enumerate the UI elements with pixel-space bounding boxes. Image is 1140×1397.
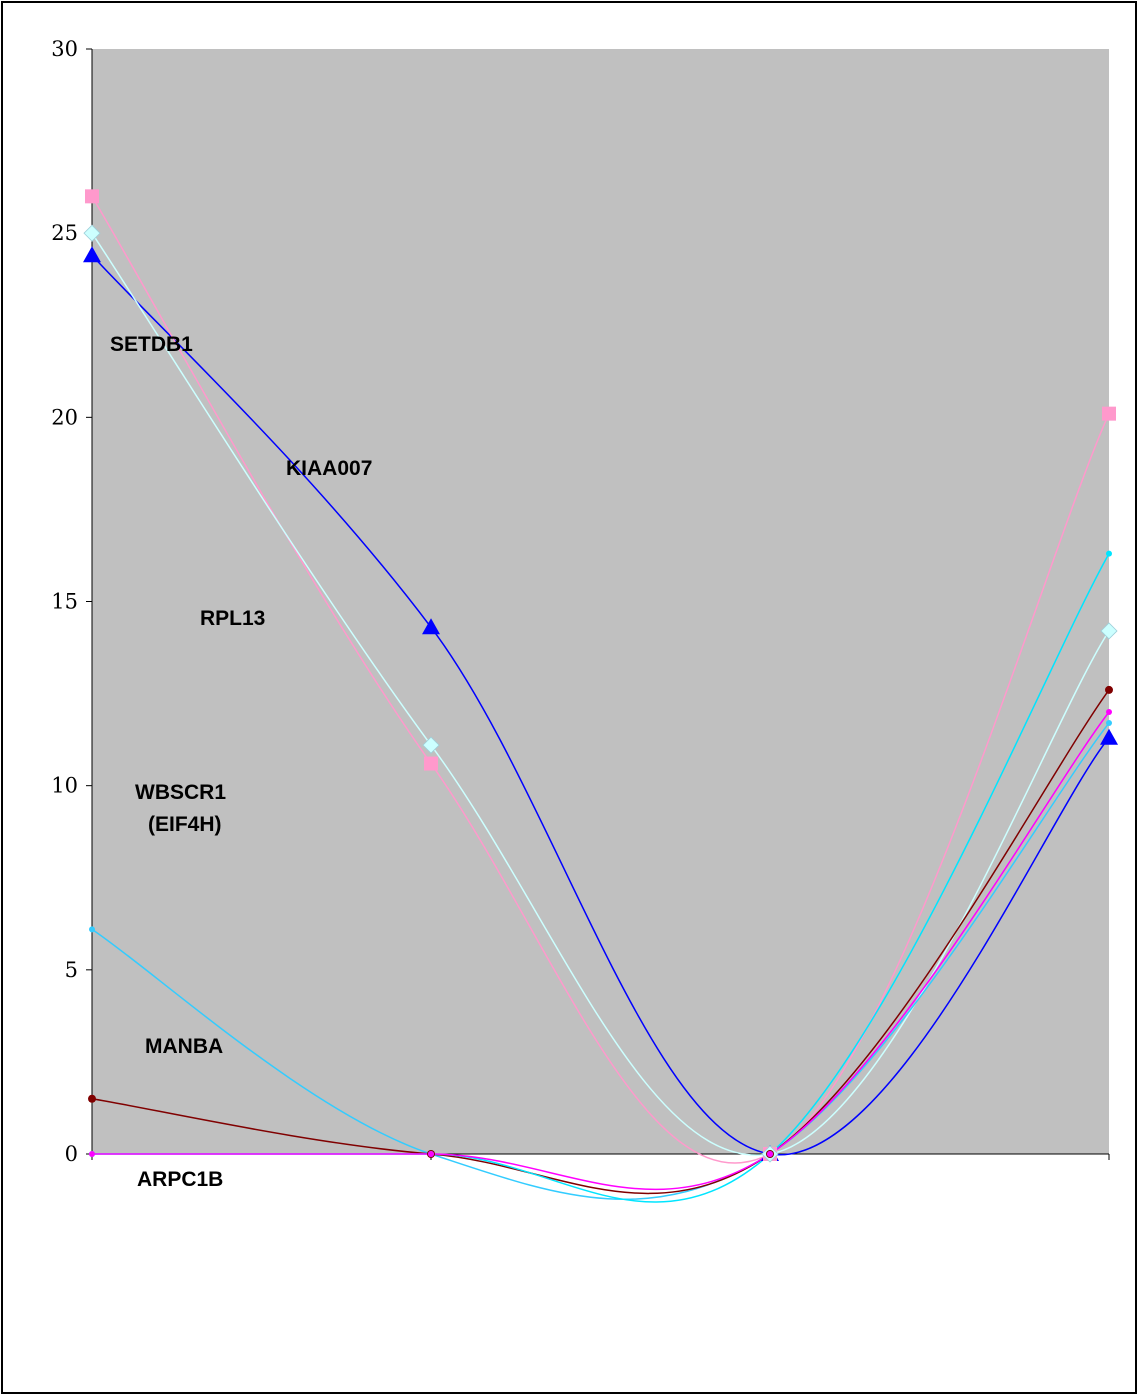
series-label-arpc1b: ARPC1B <box>137 1168 223 1191</box>
y-tick-label: 15 <box>51 590 78 614</box>
series-label-manba: MANBA <box>145 1035 223 1058</box>
plot-area <box>92 49 1109 1154</box>
data-point <box>1100 728 1118 745</box>
series-line <box>91 195 1110 1164</box>
data-point <box>422 736 440 754</box>
series-line <box>91 254 1110 1156</box>
data-point <box>89 1151 95 1157</box>
series-line <box>91 232 1110 1156</box>
data-point <box>83 246 101 263</box>
data-point <box>83 224 101 242</box>
data-point <box>422 618 440 635</box>
data-point <box>428 1151 434 1157</box>
data-point <box>1106 550 1112 557</box>
data-point <box>89 926 95 933</box>
y-tick-label: 10 <box>51 774 78 798</box>
data-point <box>1100 622 1118 640</box>
series-line <box>92 711 1110 1191</box>
data-point <box>1105 685 1113 694</box>
series-layer <box>91 195 1110 1203</box>
data-point <box>85 189 99 204</box>
y-tick-label: 20 <box>51 405 78 429</box>
data-point <box>1102 406 1116 421</box>
y-tick-label: 0 <box>65 1142 78 1166</box>
data-point <box>88 1094 96 1103</box>
y-tick-label: 5 <box>65 958 78 982</box>
y-tick-label: 30 <box>51 37 78 61</box>
series-label-rpl13: RPL13 <box>200 607 265 630</box>
data-point <box>767 1151 773 1157</box>
series-label-eif4h: (EIF4H) <box>148 813 222 836</box>
y-tick-label: 25 <box>51 221 78 245</box>
series-label-kiaa007: KIAA007 <box>286 457 372 480</box>
series-label-wbscr1: WBSCR1 <box>135 781 226 804</box>
data-point <box>1106 709 1112 715</box>
series-line <box>91 689 1110 1195</box>
data-point <box>1106 720 1112 727</box>
series-label-setdb1: SETDB1 <box>110 333 193 356</box>
marker-layer <box>83 189 1118 1163</box>
data-point <box>424 756 438 771</box>
